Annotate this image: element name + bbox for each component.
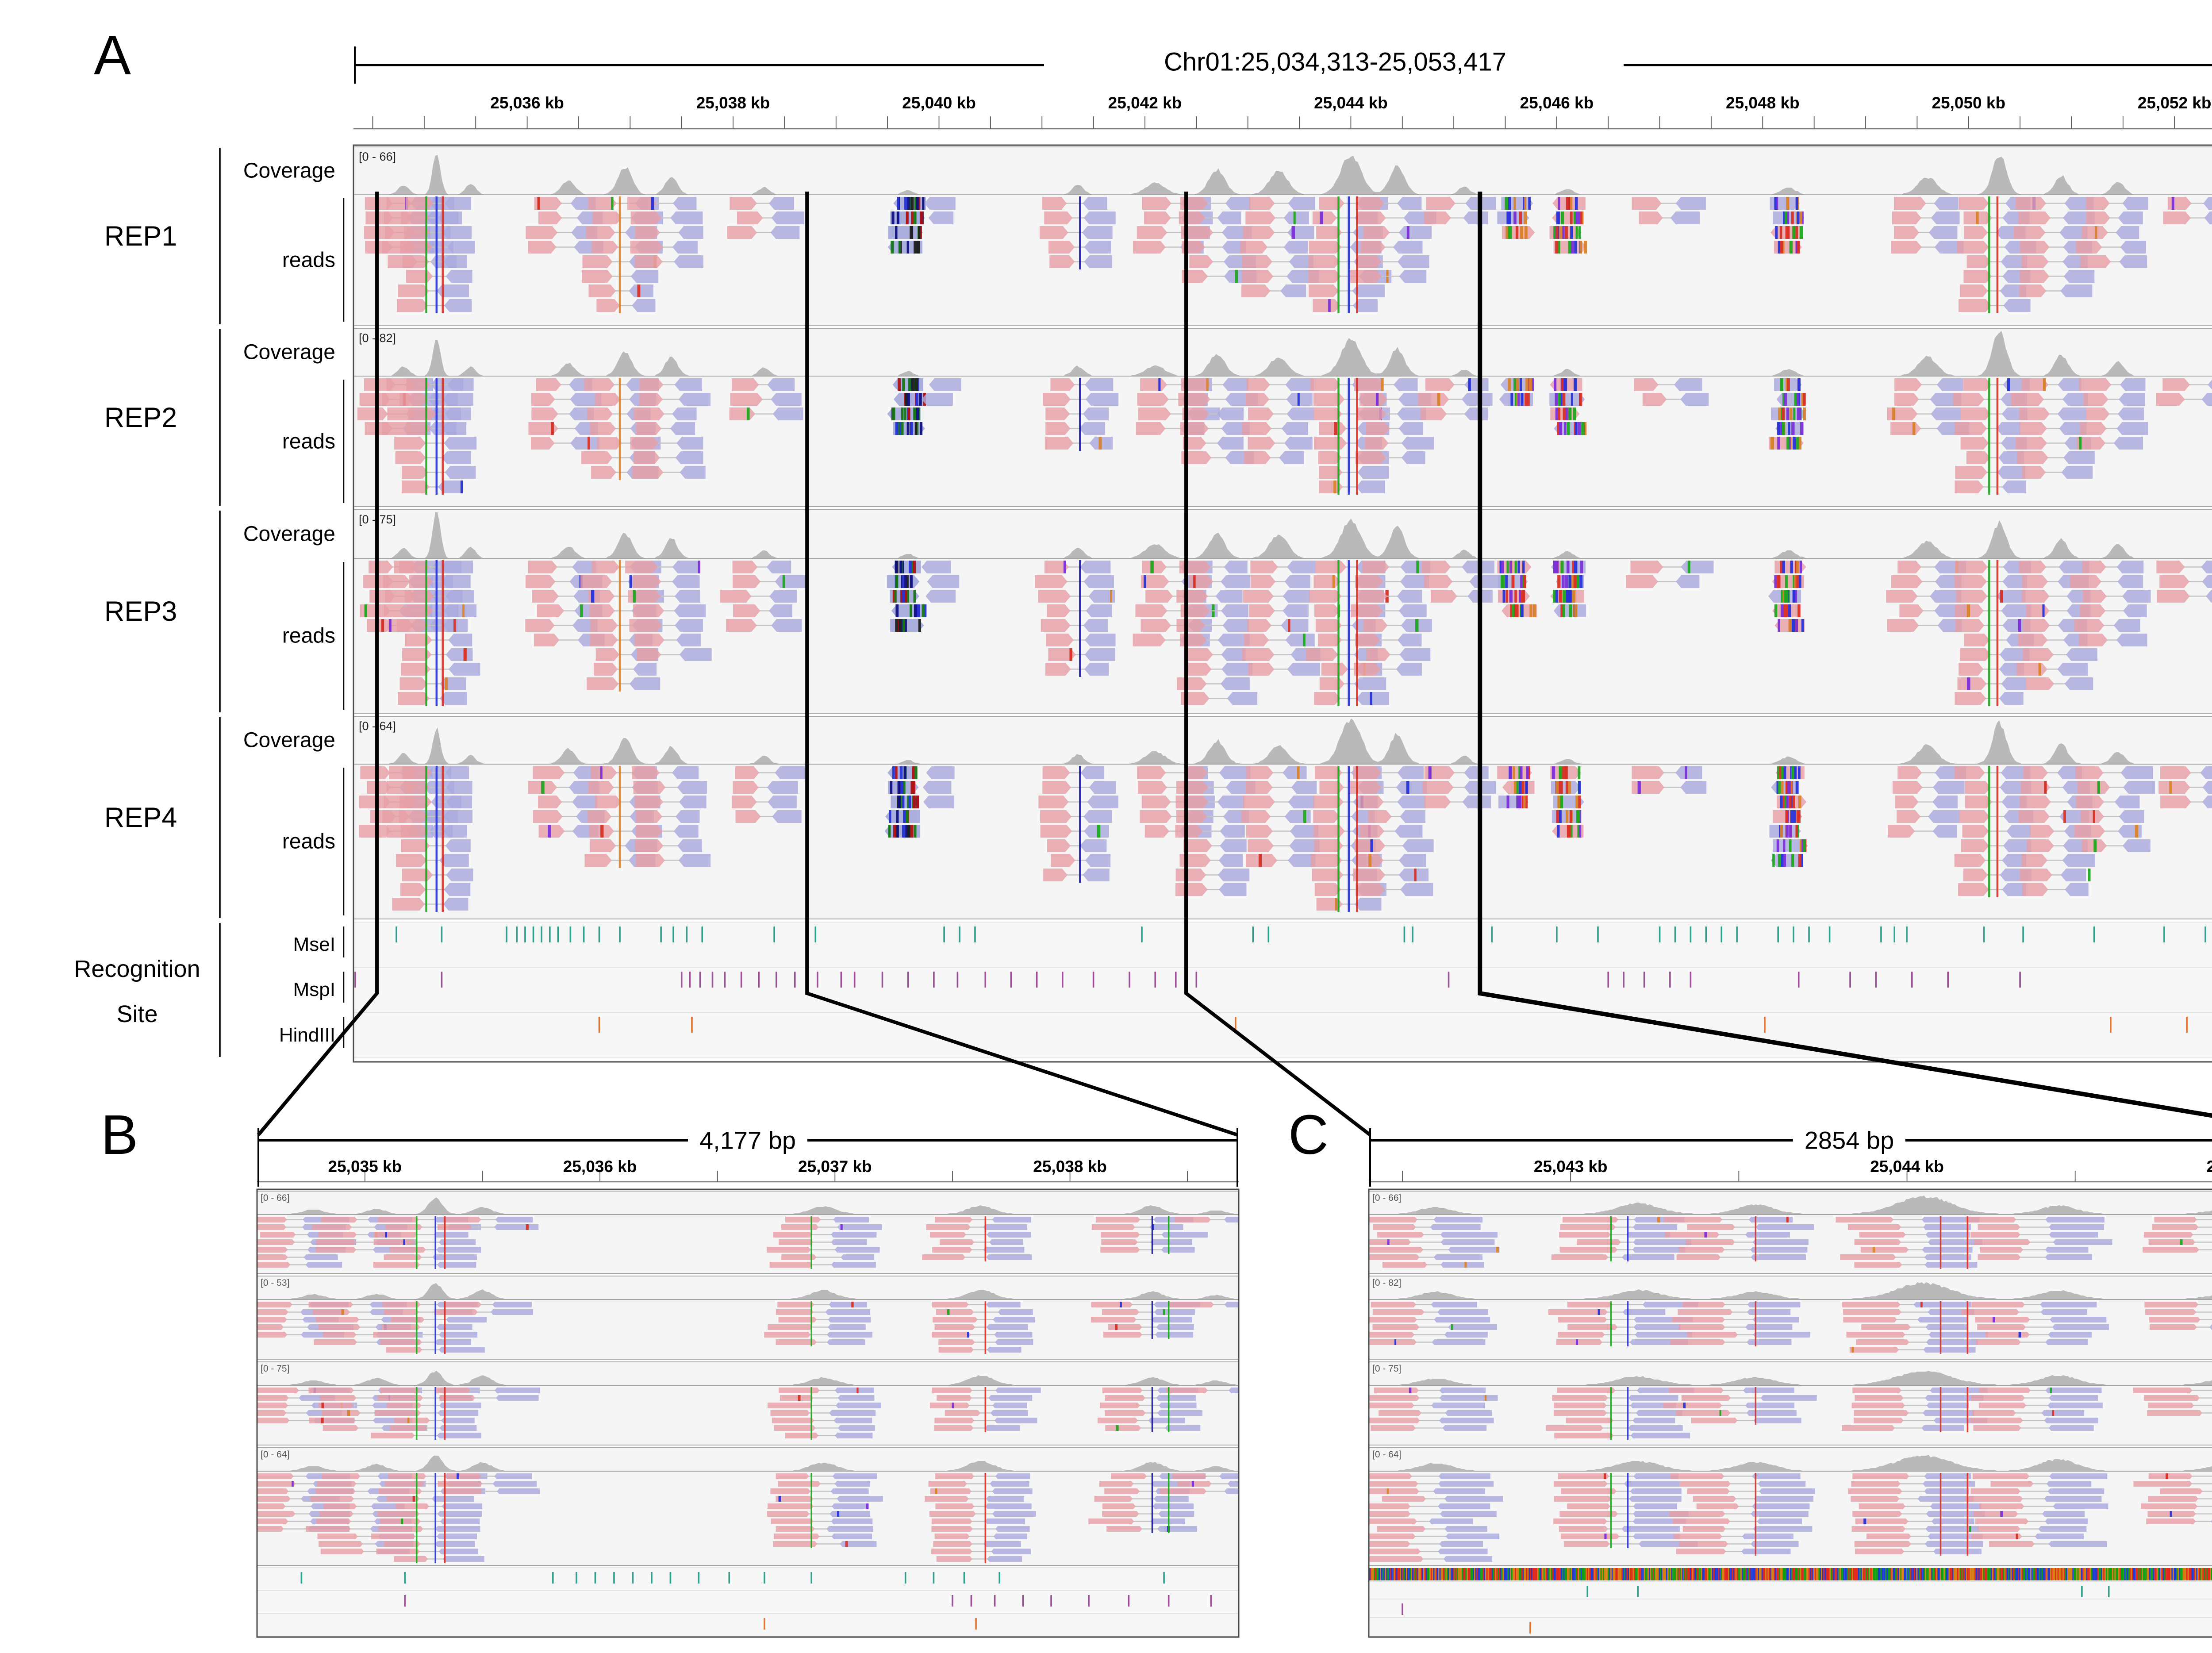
panel-b-span-label: 4,177 bp	[688, 1126, 807, 1155]
sample-track	[257, 1283, 1238, 1354]
coverage-range-rep3: [0 - 75]	[359, 513, 396, 526]
panel-a-ruler-label: 25,044 kb	[1314, 94, 1388, 112]
recognition-ticks-HindIII	[764, 1618, 977, 1630]
panel-c-span-bracket	[1369, 1128, 2212, 1187]
panel-a-ruler-label: 25,050 kb	[1932, 94, 2006, 112]
panel-c-ruler-label: 25,045 kb	[2206, 1157, 2212, 1176]
recognition-ticks-HindIII	[598, 1017, 2188, 1033]
panel-c-label: C	[1288, 1103, 1329, 1166]
panel-b-range-label: [0 - 66]	[261, 1193, 290, 1203]
panel-c-range-label: [0 - 64]	[1372, 1449, 1402, 1460]
recognition-ticks-MspI	[404, 1595, 1212, 1607]
sample-label-rep3: REP3	[104, 596, 177, 627]
sample-brackets	[219, 148, 345, 1057]
panel-b-ruler-ticks	[364, 1171, 1188, 1181]
coverage-range-rep4: [0 - 64]	[359, 719, 396, 733]
coverage-label-rep2: Coverage	[243, 340, 335, 364]
recognition-ticks-MspI	[1402, 1603, 1403, 1615]
sequence-track	[1369, 1568, 2212, 1580]
recognition-ticks-MseI	[300, 1572, 1165, 1584]
coverage-label-rep1: Coverage	[243, 159, 335, 183]
panel-b-range-label: [0 - 75]	[261, 1364, 290, 1374]
panel-b-range-label: [0 - 53]	[261, 1278, 290, 1288]
sample-track	[257, 1456, 1238, 1563]
panel-c-range-label: [0 - 82]	[1372, 1278, 1402, 1288]
panel-c-ruler-ticks	[1402, 1171, 2076, 1181]
coverage-range-rep1: [0 - 66]	[359, 150, 396, 163]
sample-track	[354, 512, 2212, 706]
sample-track	[1369, 1282, 2212, 1354]
panel-c-range-label: [0 - 75]	[1372, 1364, 1402, 1374]
recognition-ticks-MseI	[1586, 1586, 2110, 1597]
coverage-label-rep4: Coverage	[243, 728, 335, 752]
panel-c-span-label: 2854 bp	[1793, 1126, 1906, 1155]
sample-track	[257, 1371, 1238, 1440]
recognition-ticks-MspI	[354, 972, 2021, 988]
recognition-ticks-MseI	[396, 926, 2206, 942]
panel-b-ruler-label: 25,037 kb	[798, 1157, 872, 1176]
panel-b-ruler-label: 25,038 kb	[1033, 1157, 1107, 1176]
sample-track	[1369, 1196, 2212, 1269]
reads-label-rep2: reads	[282, 430, 335, 453]
coverage-range-rep2: [0 - 82]	[359, 331, 396, 345]
coverage-label-rep3: Coverage	[243, 522, 335, 546]
panel-b-ruler-label: 25,035 kb	[328, 1157, 402, 1176]
panel-a-label: A	[94, 24, 131, 86]
sample-label-rep4: REP4	[104, 802, 177, 833]
enzyme-label-msei: MseI	[293, 934, 335, 955]
panel-a-title-bracket	[354, 46, 2212, 84]
reads-label-rep3: reads	[282, 624, 335, 648]
recognition-ticks-HindIII	[1529, 1622, 1531, 1634]
recognition-site-label-line2: Site	[116, 1001, 158, 1027]
reads-label-rep4: reads	[282, 830, 335, 853]
panel-c-ruler-label: 25,043 kb	[1533, 1157, 1608, 1176]
sample-label-rep1: REP1	[104, 220, 177, 252]
enzyme-label-mspi: MspI	[293, 979, 335, 1000]
panel-a-ruler-label: 25,036 kb	[490, 94, 564, 112]
panel-a-ruler-label: 25,048 kb	[1725, 94, 1800, 112]
panel-a-ruler-ticks	[372, 116, 2175, 128]
panel-a-ruler-label: 25,046 kb	[1520, 94, 1594, 112]
sample-track	[1369, 1455, 2212, 1562]
sample-track	[354, 331, 2212, 495]
panel-b-range-label: [0 - 64]	[261, 1449, 290, 1460]
panel-c-ruler-label: 25,044 kb	[1870, 1157, 1944, 1176]
sample-track	[257, 1197, 1238, 1269]
sample-track	[1369, 1371, 2212, 1440]
panel-a-ruler-label: 25,042 kb	[1108, 94, 1182, 112]
sample-label-rep2: REP2	[104, 402, 177, 433]
panel-a-ruler-label: 25,040 kb	[902, 94, 976, 112]
reads-label-rep1: reads	[282, 248, 335, 272]
panel-a-ruler-label: 25,052 kb	[2137, 94, 2212, 112]
recognition-site-label-line1: Recognition	[74, 956, 200, 982]
sample-track	[354, 155, 2212, 313]
panel-a-ruler-label: 25,038 kb	[696, 94, 770, 112]
panel-a-title: Chr01:25,034,313-25,053,417	[1164, 47, 1506, 77]
panel-b-ruler-label: 25,036 kb	[563, 1157, 637, 1176]
enzyme-label-hindiii: HindIII	[279, 1024, 335, 1046]
panel-b-label: B	[101, 1103, 138, 1166]
panel-c-range-label: [0 - 66]	[1372, 1193, 1402, 1203]
